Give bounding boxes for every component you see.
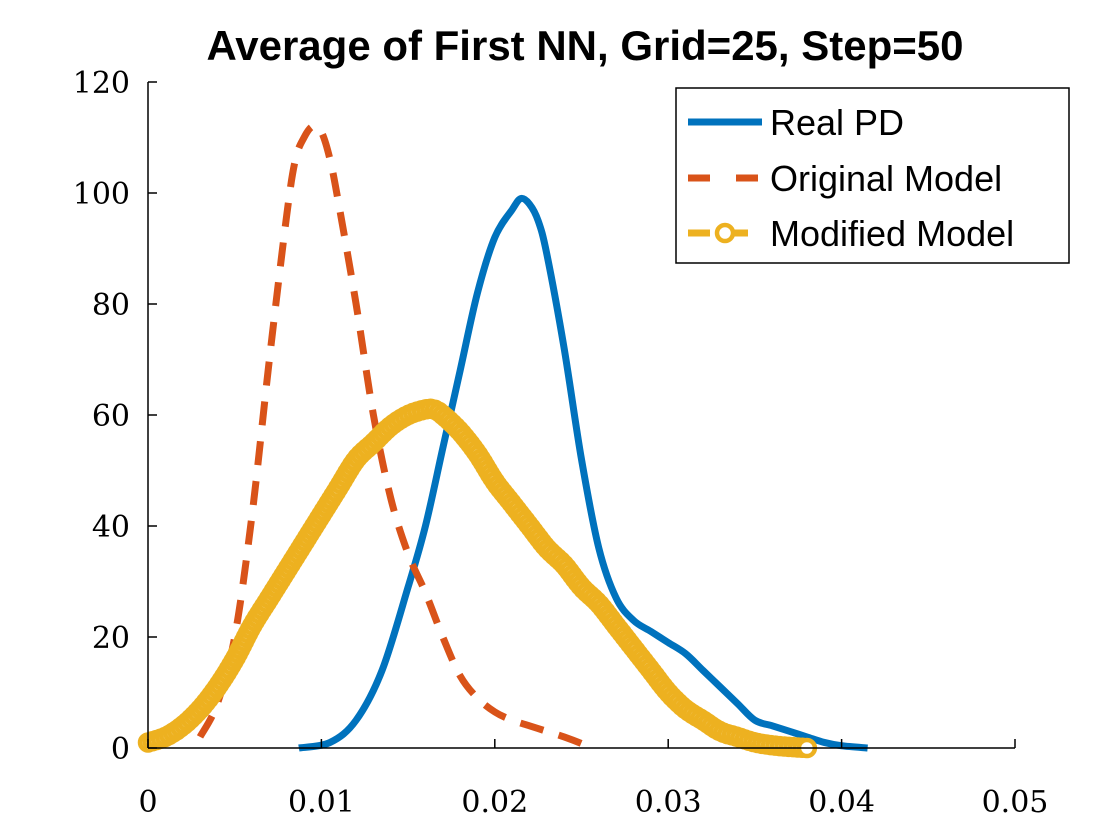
plot-area [137,122,868,759]
x-tick-label: 0 [138,785,157,820]
y-tick-label: 120 [73,66,130,101]
x-tick-label: 0.04 [808,785,875,820]
x-tick-label: 0.03 [635,785,702,820]
legend-entry: Real PD [688,102,904,143]
series-line-original-model [196,122,592,752]
series-markers-modified-model [137,398,818,759]
y-tick-label: 80 [92,288,130,323]
axes: 0 0.01 0.02 0.03 0.04 0.05 0 20 40 60 80 100 120 [73,66,1049,820]
legend-label: Modified Model [770,213,1014,254]
y-tick-label: 0 [111,732,130,767]
legend-marker [714,222,736,244]
x-tick-label: 0.02 [461,785,528,820]
y-tick-label: 100 [73,177,130,212]
y-tick-label: 60 [92,399,130,434]
legend-label: Real PD [770,102,904,143]
y-tick-label: 40 [92,510,130,545]
x-tick-label: 0.01 [288,785,355,820]
legend-entry: Modified Model [688,213,1014,254]
chart-title: Average of First NN, Grid=25, Step=50 [206,22,963,69]
x-tick-label: 0.05 [982,785,1049,820]
legend: Real PD Original Model Modified Model [675,87,1070,264]
legend-entry: Original Model [688,158,1002,199]
series-line-real-pd [298,194,868,752]
y-tick-label: 20 [92,621,130,656]
legend-label: Original Model [770,158,1002,199]
